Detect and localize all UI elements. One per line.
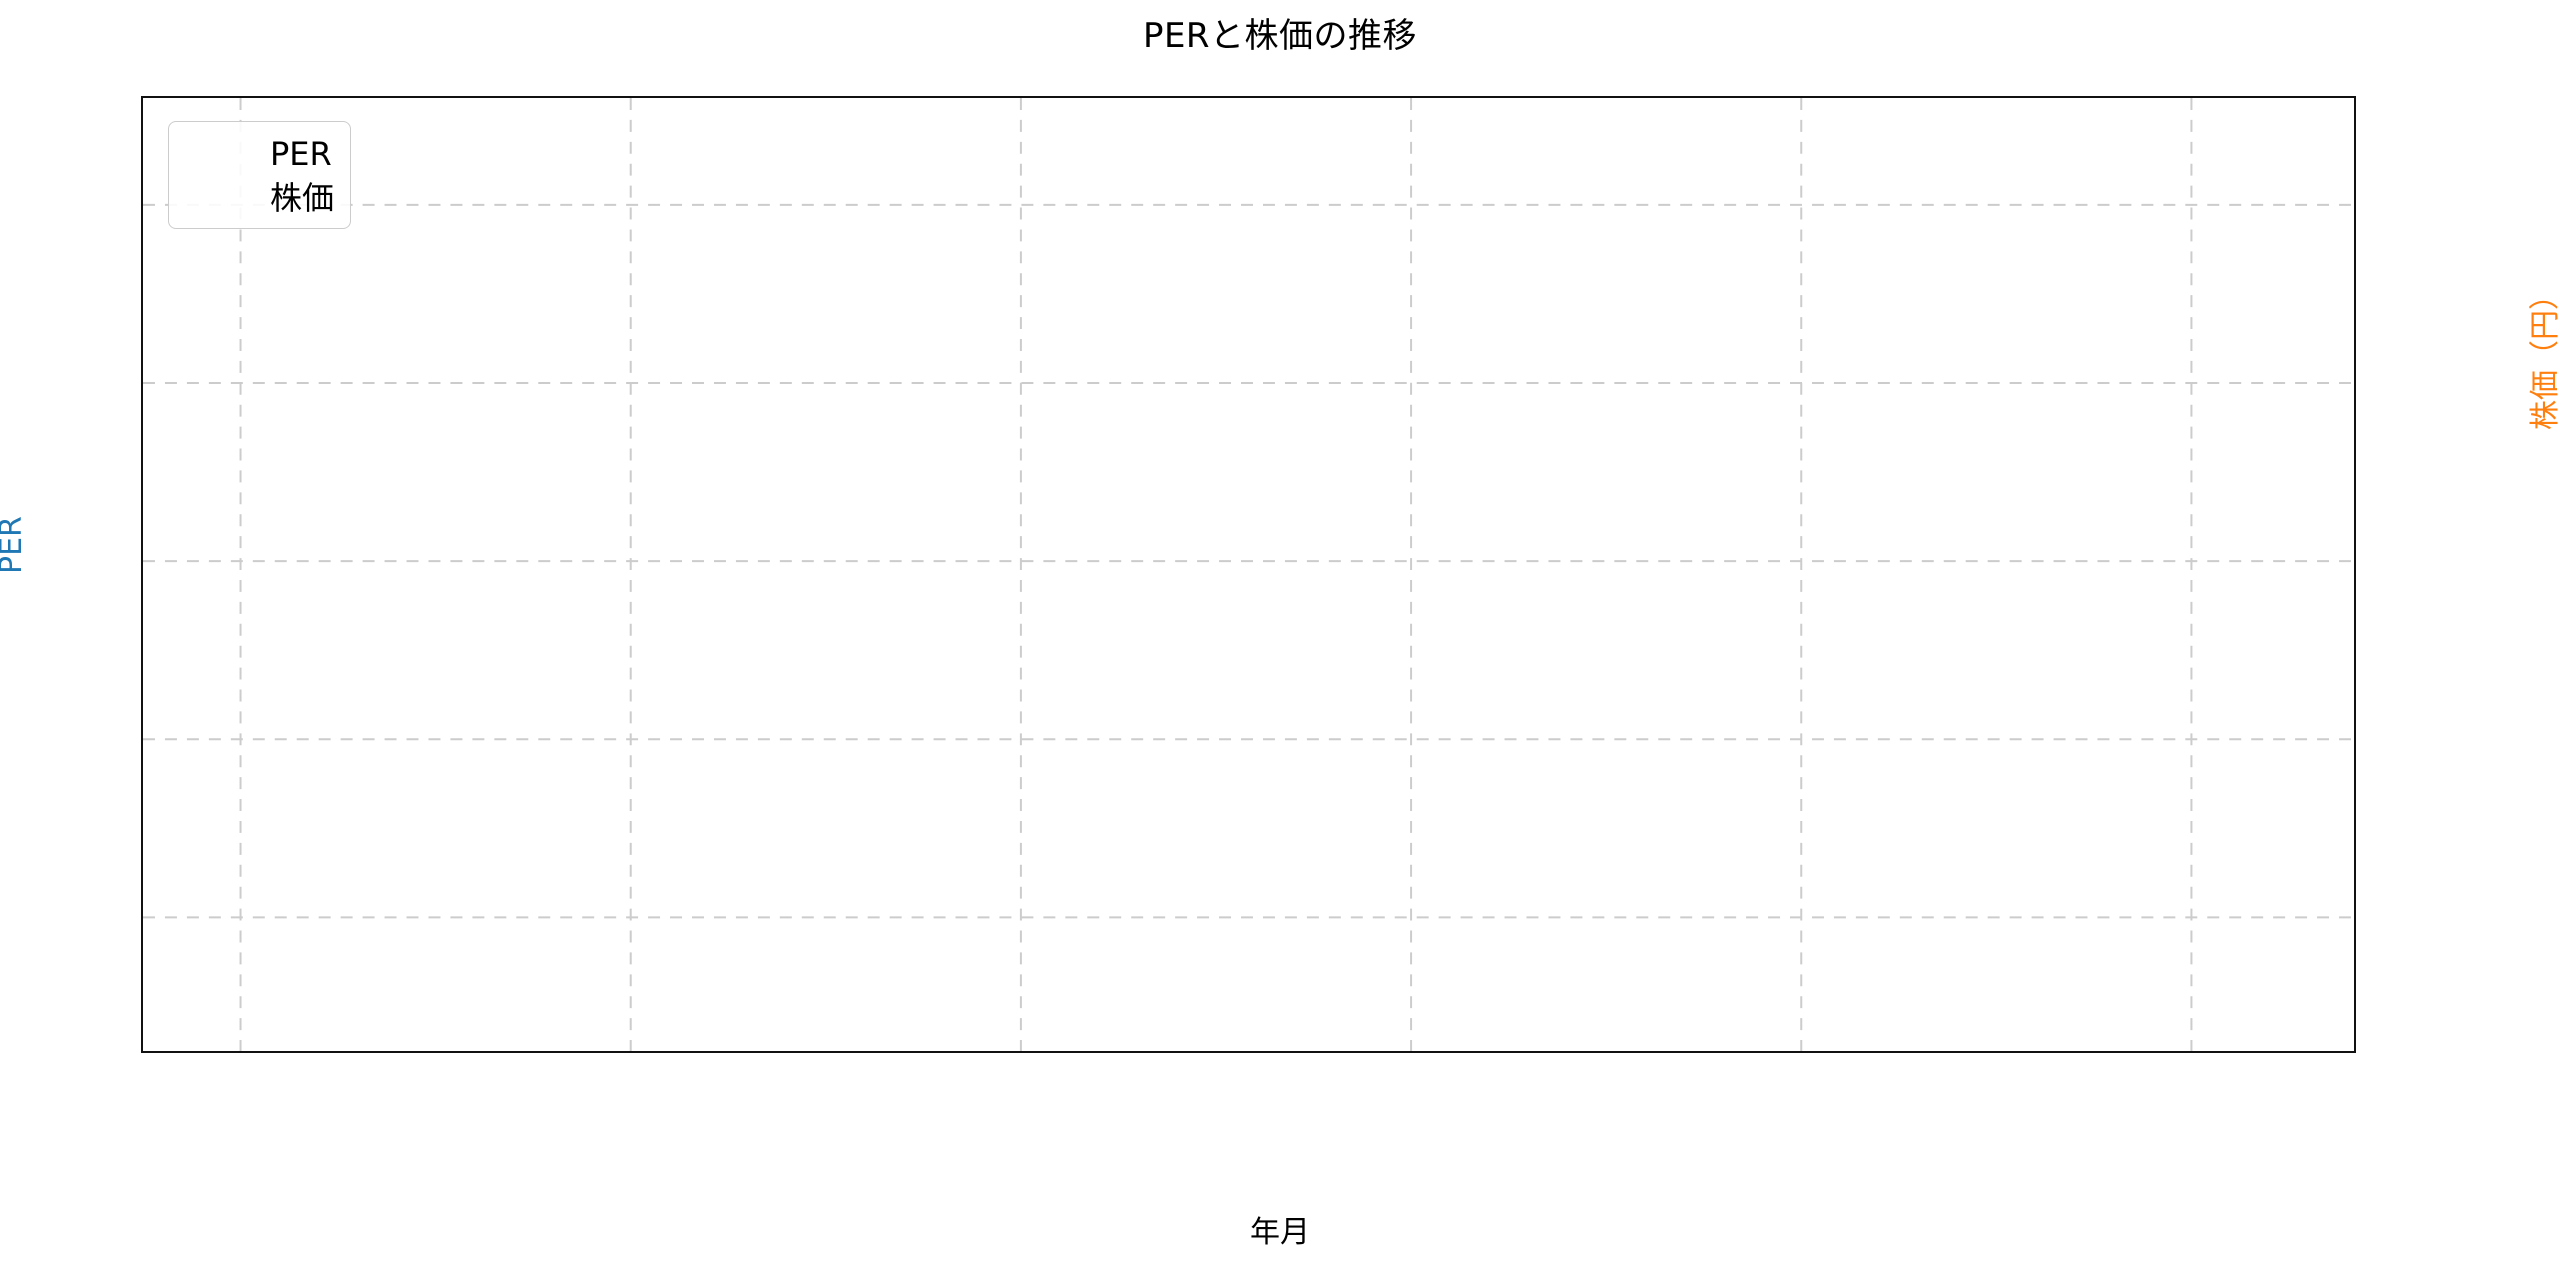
legend-swatch-per <box>182 151 254 157</box>
legend-item-kabuka[interactable]: 株価 <box>182 175 334 217</box>
legend-label-per: PER <box>270 135 332 173</box>
y-axis-right-label: 株価（円） <box>2528 280 2560 430</box>
legend: PER 株価 <box>168 121 352 229</box>
plot-area <box>141 96 2356 1053</box>
plot-svg <box>143 98 2354 1051</box>
legend-label-kabuka: 株価 <box>270 179 335 217</box>
y-axis-left-label: PER <box>0 516 29 574</box>
gridlines <box>143 98 2354 1051</box>
legend-swatch-kabuka <box>182 193 254 199</box>
x-axis-label: 年月 <box>1250 1215 1310 1250</box>
page-title: PERと株価の推移 <box>1142 16 1418 56</box>
legend-item-per[interactable]: PER <box>182 133 334 175</box>
